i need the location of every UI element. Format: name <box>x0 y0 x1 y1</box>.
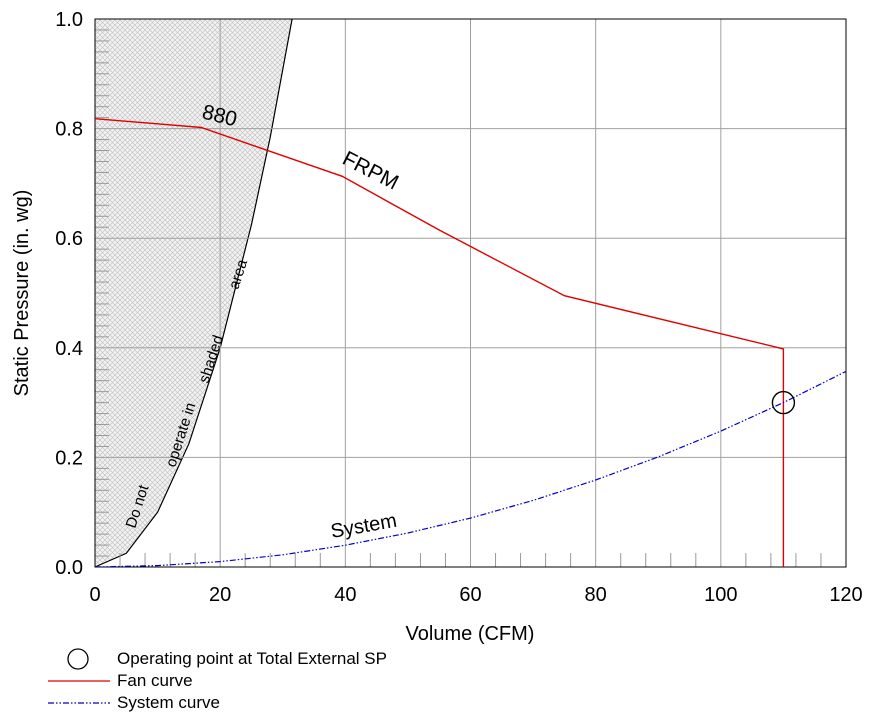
y-tick-label: 0.4 <box>55 338 83 360</box>
x-tick-label: 100 <box>704 584 737 606</box>
legend-label-operating-point: Operating point at Total External SP <box>117 649 387 668</box>
legend-item-operating-point: Operating point at Total External SP <box>40 648 640 670</box>
series-layer <box>94 118 846 567</box>
operating-point-legend-icon <box>67 648 89 670</box>
x-tick-label: 60 <box>459 584 481 606</box>
y-tick-label: 0.0 <box>55 557 83 579</box>
chart-legend: Operating point at Total External SP Fan… <box>40 648 640 714</box>
y-tick-label: 0.8 <box>55 119 83 141</box>
plot-frame <box>94 18 847 568</box>
tick-marks-layer <box>95 29 822 567</box>
x-tick-label: 120 <box>829 584 862 606</box>
fan-curve-legend-icon <box>48 680 110 682</box>
legend-item-system-curve: System curve <box>40 692 640 714</box>
x-axis-title: Volume (CFM) <box>406 623 535 645</box>
shaded-region-fill <box>95 19 293 567</box>
legend-label-system-curve: System curve <box>117 693 220 712</box>
legend-item-fan-curve: Fan curve <box>40 670 640 692</box>
x-tick-label: 80 <box>585 584 607 606</box>
shaded-region-boundary <box>94 18 293 568</box>
system-curve-label: System <box>329 510 398 543</box>
operating-point-marker <box>771 390 796 415</box>
x-tick-labels: 0 20 40 60 80 100 120 <box>89 584 862 606</box>
system-curve-legend-icon <box>48 702 110 704</box>
y-axis-title: Static Pressure (in. wg) <box>11 190 33 397</box>
y-tick-label: 1.0 <box>55 9 83 31</box>
y-tick-label: 0.2 <box>55 447 83 469</box>
y-tick-labels: 0.0 0.2 0.4 0.6 0.8 1.0 <box>55 9 83 579</box>
legend-label-fan-curve: Fan curve <box>117 671 193 690</box>
x-tick-label: 0 <box>89 584 100 606</box>
fan-curve-line <box>94 118 785 567</box>
shaded-region-layer <box>94 18 293 568</box>
x-tick-label: 20 <box>209 584 231 606</box>
y-tick-label: 0.6 <box>55 228 83 250</box>
rpm-unit-label: FRPM <box>339 147 402 195</box>
x-tick-label: 40 <box>334 584 356 606</box>
system-curve-line <box>95 370 846 567</box>
